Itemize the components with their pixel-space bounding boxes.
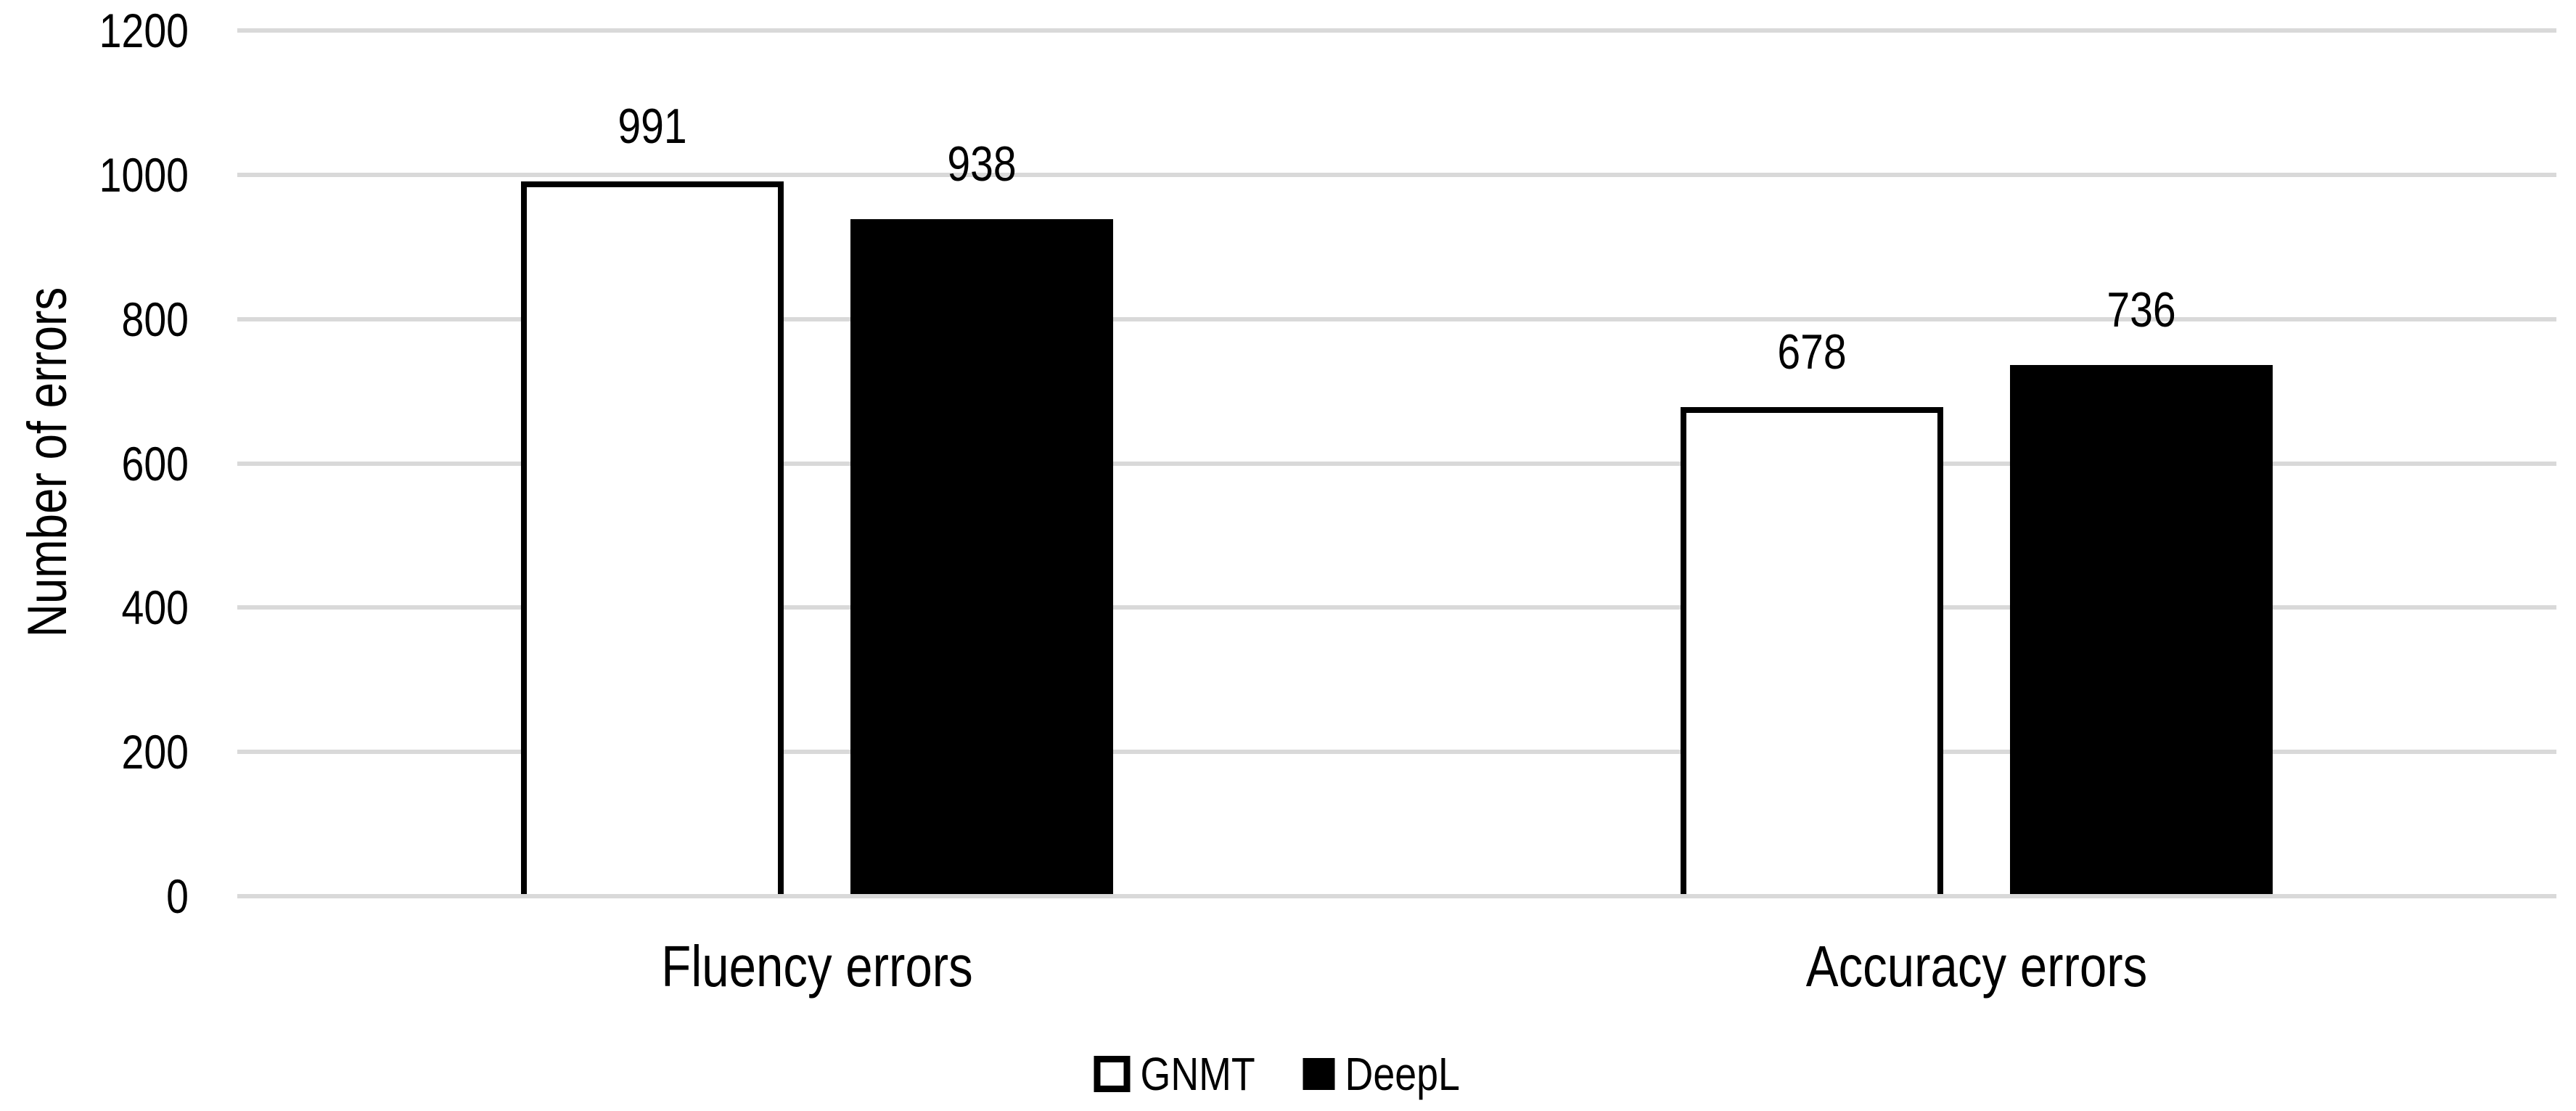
gridline-y-200 — [237, 750, 2556, 755]
bar-deepl-accuracy-errors — [2010, 365, 2273, 894]
bar-value-label: 736 — [2107, 282, 2176, 338]
bar-deepl-fluency-errors — [850, 219, 1113, 894]
bar-value-label: 678 — [1777, 324, 1847, 380]
bar-gnmt-accuracy-errors — [1681, 406, 1943, 894]
legend-label-deepl: DeepL — [1345, 1048, 1461, 1100]
category-label-fluency-errors: Fluency errors — [661, 934, 973, 999]
legend: GNMT DeepL — [1094, 1051, 1482, 1097]
category-label-accuracy-errors: Accuracy errors — [1805, 934, 2148, 999]
gridline-y-800 — [237, 316, 2556, 321]
y-tick-label-0: 0 — [166, 869, 189, 923]
bar-value-label: 991 — [618, 98, 687, 154]
gridline-y-400 — [237, 605, 2556, 610]
gridline-y-600 — [237, 461, 2556, 466]
y-tick-label-1000: 1000 — [99, 147, 189, 202]
legend-item-gnmt: GNMT — [1094, 1051, 1277, 1097]
y-tick-label-200: 200 — [121, 725, 189, 779]
bar-value-label: 938 — [947, 136, 1017, 192]
legend-item-deepl: DeepL — [1303, 1051, 1482, 1097]
y-tick-label-400: 400 — [121, 581, 189, 635]
legend-swatch-deepl — [1303, 1058, 1335, 1090]
legend-label-gnmt: GNMT — [1140, 1048, 1255, 1100]
gridline-y-1000 — [237, 172, 2556, 177]
bar-gnmt-fluency-errors — [521, 181, 784, 894]
y-tick-label-600: 600 — [121, 436, 189, 491]
y-tick-label-800: 800 — [121, 292, 189, 346]
gridline-y-0 — [237, 894, 2556, 898]
gridline-y-1200 — [237, 28, 2556, 33]
legend-swatch-gnmt — [1094, 1056, 1131, 1092]
y-tick-label-1200: 1200 — [99, 4, 189, 57]
